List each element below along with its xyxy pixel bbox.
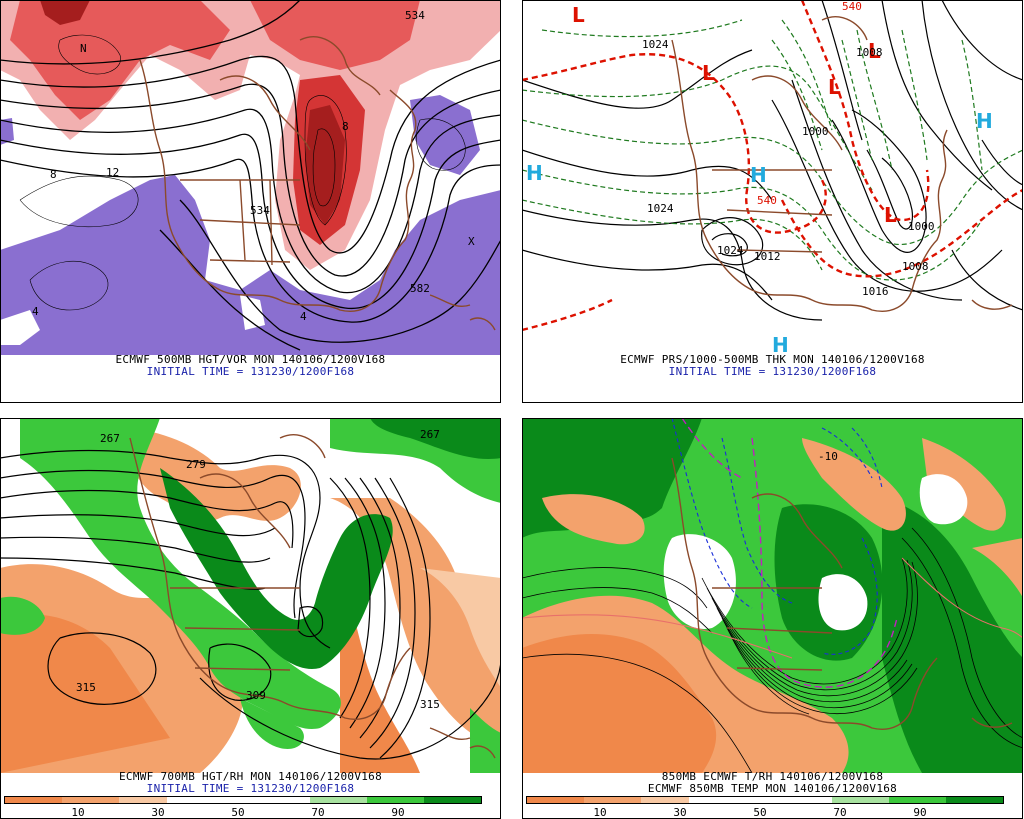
- colorbar-segment: [736, 797, 785, 803]
- pressure-map: L L L L L H H H H 1024 1024 1024 1012 10…: [522, 0, 1023, 355]
- low-pressure-center: L: [828, 75, 841, 99]
- low-pressure-center: L: [868, 39, 881, 63]
- colorbar-segment: [5, 797, 63, 803]
- isobar-label: 1000: [802, 125, 829, 138]
- panel-initial-time: INITIAL TIME = 131230/1200F168: [668, 365, 877, 378]
- high-pressure-center: H: [772, 333, 789, 355]
- colorbar-tick: 30: [151, 806, 165, 819]
- low-pressure-center: L: [702, 61, 715, 85]
- colorbar-segment: [366, 797, 424, 803]
- rh-colorbar: [526, 796, 1004, 804]
- panel-initial-time: INITIAL TIME = 131230/1200F168: [146, 782, 355, 795]
- colorbar-segment: [166, 797, 215, 803]
- colorbar-segment: [641, 797, 689, 803]
- colorbar-segment: [214, 797, 263, 803]
- panel-title: ECMWF 700MB HGT/RH MON 140106/1200V168: [118, 770, 383, 783]
- contour-label: 534: [250, 204, 270, 217]
- low-pressure-center: L: [572, 3, 585, 27]
- contour-label: 315: [420, 698, 440, 711]
- isobar-label: 1008: [902, 260, 929, 273]
- isobar-label: 1000: [908, 220, 935, 233]
- panel-pressure-thickness: L L L L L H H H H 1024 1024 1024 1012 10…: [522, 0, 1023, 403]
- colorbar-tick: 50: [231, 806, 245, 819]
- colorbar-tick: 70: [833, 806, 847, 819]
- contour-label: 12: [106, 166, 119, 179]
- contour-label: 8: [50, 168, 57, 181]
- colorbar-tick: 90: [913, 806, 927, 819]
- contour-label: 4: [32, 305, 39, 318]
- colorbar-segment: [888, 797, 946, 803]
- colorbar-segment: [309, 797, 367, 803]
- colorbar-segment: [62, 797, 120, 803]
- contour-label: 267: [100, 432, 120, 445]
- panel-500mb-vorticity: 582 534 534 8 8 4 4 N X 12 ECMWF 500MB H…: [0, 0, 501, 403]
- isobar-label: 1024: [717, 244, 744, 257]
- colorbar-segment: [688, 797, 737, 803]
- high-pressure-center: H: [976, 109, 993, 133]
- panel-850mb-temp-rh: -10 850MB ECMWF T/RH 140106/1200V168 ECM…: [522, 418, 1023, 819]
- contour-label: 279: [186, 458, 206, 471]
- isobar-label: 1012: [754, 250, 781, 263]
- isobar-label: 1016: [862, 285, 889, 298]
- colorbar-tick: 70: [311, 806, 325, 819]
- isobar-label: 1008: [856, 46, 883, 59]
- isobar-label: 1024: [642, 38, 669, 51]
- vorticity-map: 582 534 534 8 8 4 4 N X 12: [0, 0, 501, 355]
- colorbar-tick: 50: [753, 806, 767, 819]
- panel-title: 850MB ECMWF T/RH 140106/1200V168: [661, 770, 884, 783]
- colorbar-segment: [945, 797, 1003, 803]
- contour-label: 309: [246, 689, 266, 702]
- vort-center-label: N: [80, 42, 87, 55]
- panel-initial-time: INITIAL TIME = 131230/1200F168: [146, 365, 355, 378]
- colorbar-segment: [527, 797, 585, 803]
- thickness-label: 540: [842, 0, 862, 13]
- rh700-map: 315 315 309 279 267 267: [0, 418, 501, 773]
- rh-colorbar: [4, 796, 482, 804]
- contour-label: 4: [300, 310, 307, 323]
- contour-label: 534: [405, 9, 425, 22]
- colorbar-segment: [262, 797, 310, 803]
- colorbar-tick: 90: [391, 806, 405, 819]
- contour-label: 315: [76, 681, 96, 694]
- colorbar-segment: [831, 797, 889, 803]
- panel-title: ECMWF PRS/1000-500MB THK MON 140106/1200…: [620, 353, 925, 366]
- panel-subtitle: ECMWF 850MB TEMP MON 140106/1200V168: [647, 782, 898, 795]
- contour-label: 267: [420, 428, 440, 441]
- colorbar-tick: 10: [71, 806, 85, 819]
- temp850-map: -10: [522, 418, 1023, 773]
- contour-label: 8: [342, 120, 349, 133]
- contour-label: 582: [410, 282, 430, 295]
- isobar-label: 1024: [647, 202, 674, 215]
- colorbar-segment: [423, 797, 481, 803]
- temp-contour-label: -10: [818, 450, 838, 463]
- high-pressure-center: H: [750, 163, 767, 187]
- high-pressure-center: H: [526, 161, 543, 185]
- panel-title: ECMWF 500MB HGT/VOR MON 140106/1200V168: [115, 353, 386, 366]
- colorbar-tick: 10: [593, 806, 607, 819]
- colorbar-tick: 30: [673, 806, 687, 819]
- colorbar-segment: [584, 797, 642, 803]
- colorbar-segment: [119, 797, 167, 803]
- panel-700mb-rh: 315 315 309 279 267 267 ECMWF 700MB HGT/…: [0, 418, 501, 819]
- colorbar-segment: [784, 797, 832, 803]
- low-pressure-center: L: [884, 203, 897, 227]
- vort-center-label: X: [468, 235, 475, 248]
- thickness-label: 540: [757, 194, 777, 207]
